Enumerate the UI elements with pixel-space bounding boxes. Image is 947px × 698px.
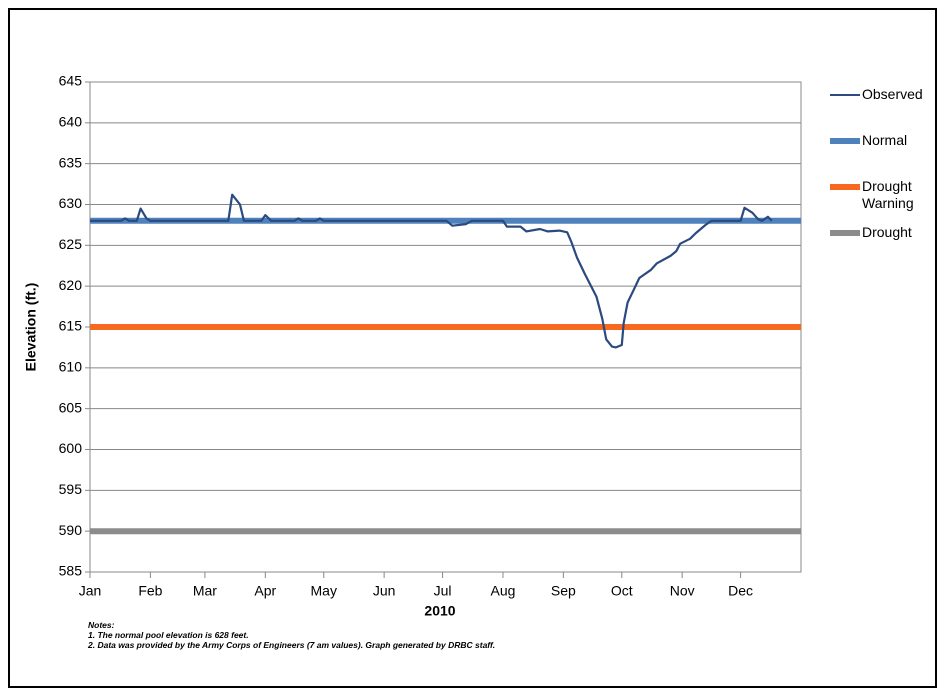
y-tick-label: 620 [59, 277, 83, 293]
x-tick-label: Jan [79, 583, 102, 599]
legend-swatch [830, 184, 860, 190]
y-axis-label: Elevation (ft.) [23, 283, 39, 372]
legend-label: Drought Warning [862, 178, 914, 211]
y-tick-label: 615 [59, 318, 83, 334]
y-tick-label: 630 [59, 195, 83, 211]
legend-swatch [830, 138, 860, 144]
y-tick-label: 625 [59, 236, 83, 252]
x-tick-label: Oct [611, 583, 633, 599]
y-tick-label: 585 [59, 563, 83, 579]
x-tick-label: Feb [138, 583, 162, 599]
series-line [90, 193, 773, 349]
legend: Observed Normal Drought Warning Drought [830, 86, 940, 270]
y-tick-label: 635 [59, 154, 83, 170]
legend-item: Observed [830, 86, 940, 132]
y-tick-label: 640 [59, 114, 83, 130]
y-tick-label: 605 [59, 399, 83, 415]
x-tick-label: Nov [670, 583, 695, 599]
y-tick-label: 610 [59, 359, 83, 375]
x-tick-label: May [311, 583, 337, 599]
legend-item: Normal [830, 132, 940, 178]
legend-label: Observed [862, 86, 923, 102]
legend-label: Drought [862, 224, 912, 240]
notes: Notes: 1. The normal pool elevation is 6… [88, 620, 495, 650]
y-tick-label: 600 [59, 440, 83, 456]
legend-item: Drought [830, 224, 940, 270]
x-tick-label: Dec [728, 583, 753, 599]
frame [8, 8, 937, 688]
y-tick-label: 645 [59, 73, 83, 89]
x-tick-label: Apr [254, 583, 276, 599]
note-line: 1. The normal pool elevation is 628 feet… [88, 630, 249, 640]
legend-swatch [830, 230, 860, 236]
y-tick-label: 595 [59, 481, 83, 497]
x-tick-label: Aug [491, 583, 516, 599]
y-tick-label: 590 [59, 522, 83, 538]
x-tick-label: Mar [193, 583, 217, 599]
x-tick-label: Jul [434, 583, 452, 599]
note-line: 2. Data was provided by the Army Corps o… [88, 640, 496, 650]
x-tick-label: Jun [373, 583, 396, 599]
x-axis-label: 2010 [424, 603, 455, 619]
notes-heading: Notes: [88, 620, 115, 630]
x-tick-label: Sep [551, 583, 576, 599]
legend-item: Drought Warning [830, 178, 940, 224]
legend-label: Normal [862, 132, 908, 148]
legend-swatch [830, 94, 860, 96]
